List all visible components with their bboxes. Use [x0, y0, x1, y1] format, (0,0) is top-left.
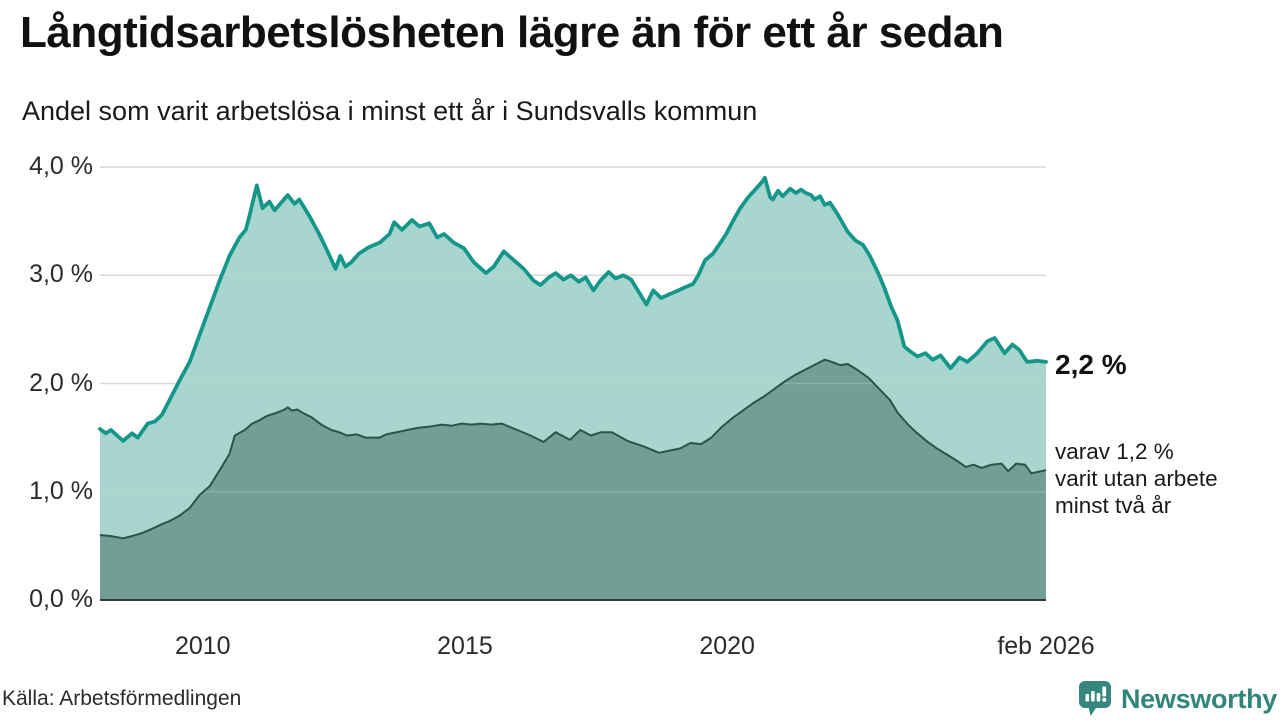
line-minst-ett-ar: [98, 175, 1048, 443]
sub-series-annotation: varav 1,2 % varit utan arbete minst två …: [1055, 438, 1218, 519]
area-minst-tva-ar: [100, 359, 1046, 600]
source-credit: Källa: Arbetsförmedlingen: [2, 687, 242, 710]
y-tick-label: 0,0 %: [29, 584, 93, 613]
y-tick-label: 2,0 %: [29, 368, 93, 397]
newsworthy-logo-text: Newsworthy: [1120, 683, 1277, 714]
line-minst-tva-ar: [99, 358, 1047, 540]
x-tick-label: 2015: [437, 632, 493, 660]
annotation-line-3: minst två år: [1055, 493, 1172, 518]
x-tick-label: feb 2026: [997, 632, 1095, 660]
y-tick-label: 3,0 %: [29, 260, 93, 289]
y-tick-label: 4,0 %: [29, 151, 93, 180]
page-title: Långtidsarbetslösheten lägre än för ett …: [20, 8, 1004, 57]
newsworthy-logo-icon: [1078, 681, 1111, 716]
x-tick-label: 2020: [699, 632, 755, 660]
annotation-line-2: varit utan arbete: [1055, 466, 1218, 491]
y-tick-label: 1,0 %: [29, 476, 93, 505]
newsworthy-logo[interactable]: Newsworthy: [1076, 680, 1277, 718]
annotation-line-1: varav 1,2 %: [1055, 439, 1174, 464]
chart-subtitle: Andel som varit arbetslösa i minst ett å…: [22, 96, 758, 126]
x-tick-label: 2010: [174, 632, 231, 660]
latest-value-label: 2,2 %: [1055, 349, 1127, 380]
